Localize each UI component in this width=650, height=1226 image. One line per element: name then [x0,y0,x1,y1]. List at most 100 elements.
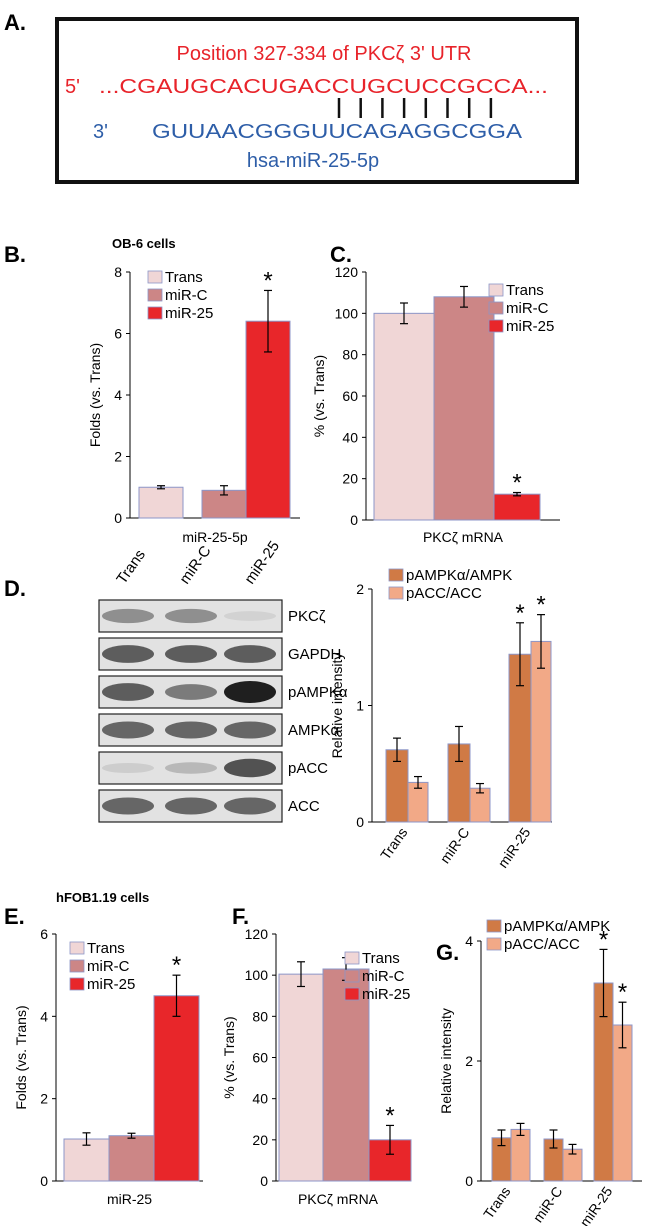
bar [510,1128,531,1182]
y-tick-label: 20 [342,471,358,487]
y-tick-label: 2 [114,449,122,465]
x-category-label: miR-C [437,825,473,867]
x-axis-title: PKCζ mRNA [423,529,504,545]
y-tick-label: 4 [40,1008,48,1024]
sequence-box [55,17,579,184]
mir-sequence: GUUAACGGGUUCAGAGGCGGA [152,121,523,143]
x-category-label: Trans [377,825,410,863]
y-tick-label: 6 [40,926,48,942]
blot-band [102,683,154,701]
utr-5prime-label: 5' [65,76,80,98]
y-tick-label: 40 [342,429,358,445]
panel-label: D. [4,576,26,601]
bar [493,493,541,521]
y-tick-label: 120 [335,264,359,280]
legend-label: pACC/ACC [504,936,580,953]
significance-star: * [263,267,272,294]
mir-3prime-label: 3' [93,121,108,143]
bar [322,968,370,1182]
panel-g-chart: G. 0 2 4 Relative intensity Trans miR-C * * miR-2… [436,918,642,1226]
x-axis-title: miR-25-5p [182,529,248,545]
bar [108,1135,155,1182]
legend-label: miR-25 [506,318,554,335]
blot-band [165,645,217,663]
blot-band [224,611,276,621]
legend-label: miR-25 [165,305,213,322]
y-tick-label: 0 [260,1173,268,1189]
panel-label: C. [330,242,352,267]
utr-sequence: ...CGAUGCACUGACCUGCUCCGCCA... [99,76,548,98]
legend-label: miR-25 [362,986,410,1003]
panel-a-label: A. [4,10,26,35]
x-category-label: miR-25 [494,824,533,870]
y-tick-label: 2 [40,1091,48,1107]
legend-label: miR-C [165,287,208,304]
panel-label: F. [232,904,249,929]
legend-label: Trans [506,282,544,299]
legend-label: miR-C [506,300,549,317]
panel-b-chart: B. OB-6 cells 0 2 4 6 8 Folds (vs. Trans) * miR-2… [4,236,300,545]
panel-e-chart: E. hFOB1.19 cells 0 2 4 6 Folds (vs. Trans) * mi… [4,890,203,1207]
blot-row-label: PKCζ [288,608,326,625]
legend-label: miR-C [87,958,130,975]
base-pair-lines [337,98,493,118]
y-axis-title: Relative intensity [438,1008,454,1114]
panel-f-chart: F. 0 20 40 60 80 100 120 % (vs. Trans) * PKCζ mRNA… [221,904,412,1207]
blot-band [165,608,217,624]
y-tick-label: 1 [356,698,364,714]
chart-title: OB-6 cells [112,236,176,251]
legend-label: miR-25 [87,976,135,993]
bar [433,296,495,521]
mir-name: hsa-miR-25-5p [247,150,379,172]
significance-star: * [385,1102,394,1129]
bar [63,1138,110,1182]
legend-swatch [486,919,502,933]
panel-label: G. [436,940,459,965]
blot-band [102,721,154,739]
significance-star: * [512,470,521,497]
y-tick-label: 100 [245,967,269,983]
legend-swatch [488,319,504,333]
y-axis-title: Relative intensity [329,653,345,759]
y-tick-label: 60 [252,1050,268,1066]
blot-band [102,645,154,663]
lane-label: miR-25 [241,538,283,587]
blot-band [165,684,217,700]
bar [373,312,435,521]
y-tick-label: 2 [465,1053,473,1069]
panel-d-western-blot: D. Trans miR-C miR-25 PKCζ GAPDH pAMPKα AMPKα pA… [4,538,348,823]
y-tick-label: 4 [465,933,473,949]
significance-star: * [172,952,181,979]
y-tick-label: 40 [252,1091,268,1107]
bar [153,995,200,1182]
x-category-label: Trans [480,1184,513,1222]
blot-row-label: GAPDH [288,646,341,663]
blot-row-label: pAMPKα [288,684,348,701]
y-tick-label: 60 [342,388,358,404]
legend-label: pAMPKα/AMPK [406,567,512,584]
y-tick-label: 0 [350,512,358,528]
legend-label: pACC/ACC [406,585,482,602]
legend-label: Trans [362,950,400,967]
y-tick-label: 80 [252,1008,268,1024]
lane-label: Trans [113,547,149,588]
lane-label: miR-C [176,543,214,588]
significance-star: * [515,600,524,627]
y-axis-title: Folds (vs. Trans) [87,343,103,447]
y-tick-label: 120 [245,926,269,942]
x-category-label: miR-C [530,1184,566,1226]
legend-label: miR-C [362,968,405,985]
legend-swatch [344,951,360,965]
chart-title: hFOB1.19 cells [56,890,149,905]
legend-swatch [486,937,502,951]
blot-band [224,681,276,703]
panel-d-chart: 0 1 2 Relative intensity Trans miR-C * * miR-25 p… [329,567,552,871]
legend-label: Trans [87,940,125,957]
bar [138,486,184,519]
legend-swatch [147,270,163,284]
legend-swatch [388,568,404,582]
blot-row-label: ACC [288,798,320,815]
legend-swatch [344,987,360,1001]
blot-row-label: pACC [288,760,328,777]
